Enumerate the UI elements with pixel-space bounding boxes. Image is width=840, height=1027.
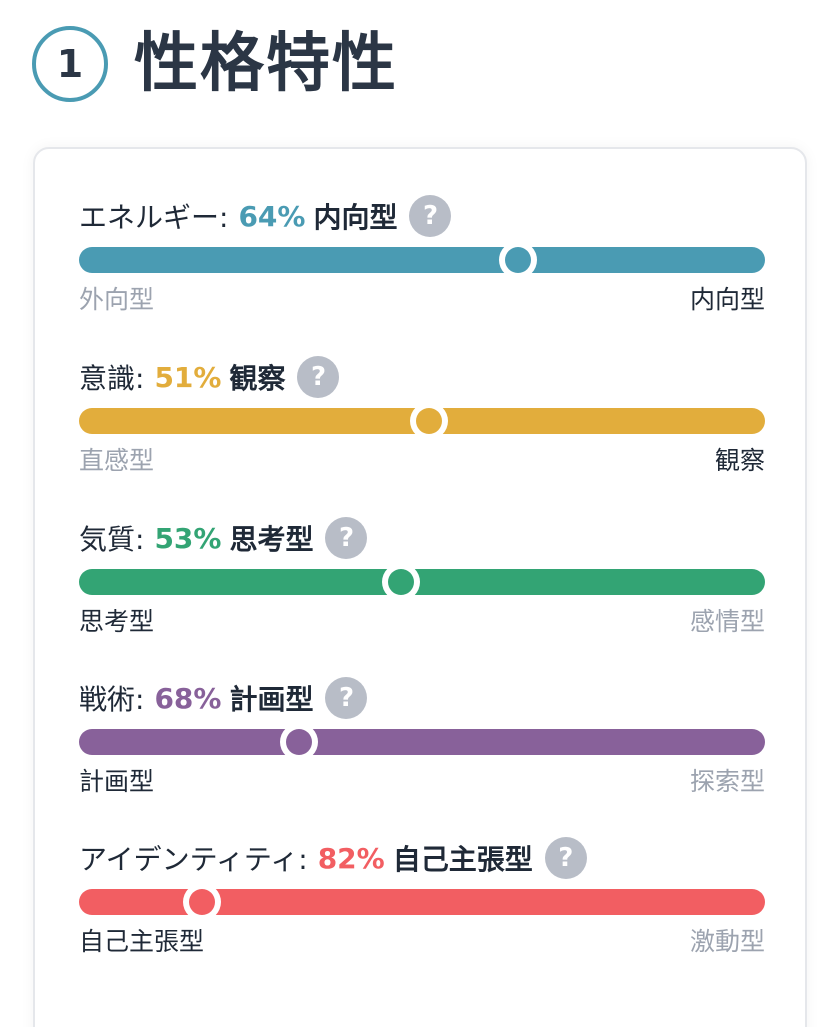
trait-name: エネルギー: [79,201,229,234]
trait-bar-labels: 直感型 観察 [79,444,765,478]
trait-nature: 気質: 53% 思考型 ? 思考型 感情型 [79,515,765,639]
trait-left-label: 自己主張型 [79,927,205,956]
traits-card: エネルギー: 64% 内向型 ? 外向型 内向型 意識: 51% 観察 ? [33,147,807,1027]
trait-heading: アイデンティティ: 82% 自己主張型 ? [79,835,765,881]
question-icon[interactable]: ? [409,195,452,237]
trait-left-label: 外向型 [79,285,155,314]
question-icon[interactable]: ? [325,517,368,559]
trait-bar-labels: 自己主張型 激動型 [79,925,765,959]
trait-left-label: 思考型 [79,607,155,636]
trait-type: 計画型 [229,683,314,716]
trait-right-label: 内向型 [689,285,765,314]
trait-right-label: 探索型 [689,767,765,796]
trait-bar [79,723,765,761]
trait-bar [79,402,765,440]
trait-right-label: 観察 [714,446,765,475]
trait-bar-labels: 外向型 内向型 [79,283,765,317]
trait-right-label: 激動型 [689,927,765,956]
trait-right-label: 感情型 [689,607,765,636]
trait-energy: エネルギー: 64% 内向型 ? 外向型 内向型 [79,193,765,317]
trait-heading: 気質: 53% 思考型 ? [79,515,765,561]
question-icon[interactable]: ? [297,356,340,398]
trait-name: 気質: [79,523,145,556]
trait-type: 自己主張型 [392,843,533,876]
trait-percent: 68% [154,681,222,715]
trait-percent: 53% [154,521,222,555]
trait-bar-knob [279,723,318,761]
trait-percent: 51% [154,360,222,394]
trait-percent: 64% [238,199,306,233]
trait-name: 意識: [79,362,145,395]
question-icon[interactable]: ? [325,677,368,719]
trait-bar-knob [499,241,538,279]
trait-name: 戦術: [79,683,145,716]
trait-type: 内向型 [313,201,398,234]
trait-mind: 意識: 51% 観察 ? 直感型 観察 [79,354,765,478]
trait-left-label: 計画型 [79,767,155,796]
question-icon[interactable]: ? [544,837,587,879]
trait-bar-labels: 思考型 感情型 [79,605,765,639]
trait-type: 思考型 [229,523,314,556]
trait-tactics: 戦術: 68% 計画型 ? 計画型 探索型 [79,675,765,799]
trait-left-label: 直感型 [79,446,155,475]
trait-identity: アイデンティティ: 82% 自己主張型 ? 自己主張型 激動型 [79,835,765,959]
trait-heading: エネルギー: 64% 内向型 ? [79,193,765,239]
trait-bar [79,883,765,921]
trait-heading: 戦術: 68% 計画型 ? [79,675,765,721]
trait-percent: 82% [317,841,385,875]
trait-bar-labels: 計画型 探索型 [79,765,765,799]
trait-bar-knob [382,563,421,601]
trait-bar [79,563,765,601]
section-header: 1 性格特性 [32,26,398,102]
trait-bar-knob [183,883,222,921]
trait-heading: 意識: 51% 観察 ? [79,354,765,400]
trait-bar-knob [409,402,448,440]
trait-name: アイデンティティ: [79,843,308,876]
trait-bar [79,241,765,279]
trait-type: 観察 [229,362,286,395]
step-number-badge: 1 [32,26,108,102]
section-title: 性格特性 [134,27,398,101]
